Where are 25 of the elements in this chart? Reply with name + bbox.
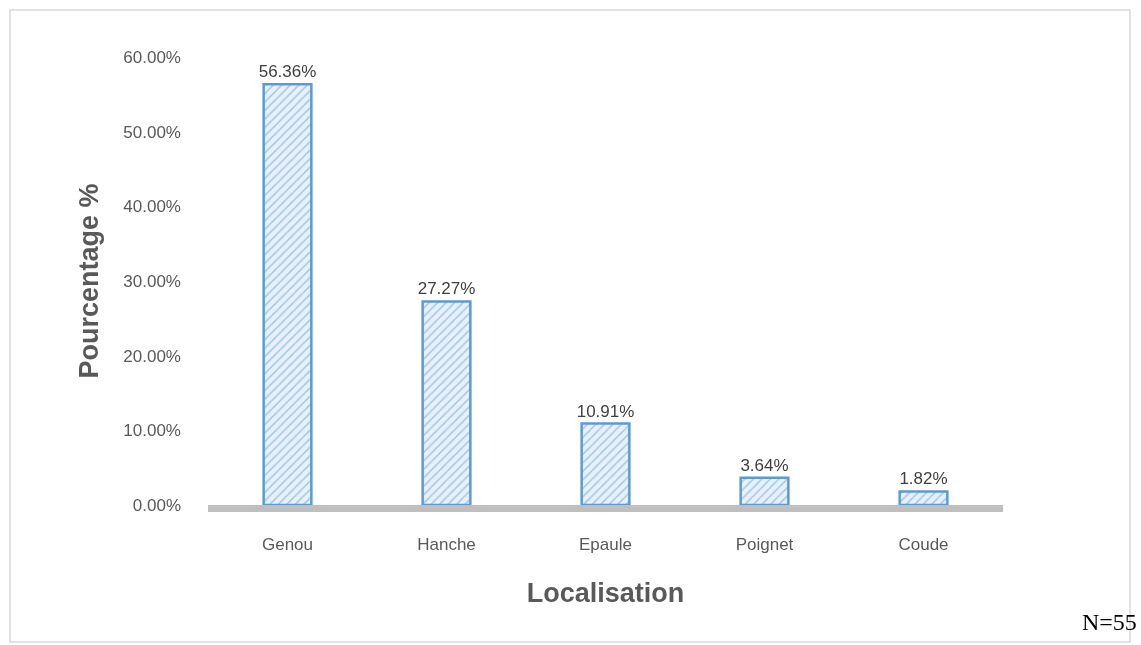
data-label: 3.64% [740,455,789,475]
y-tick-label: 10.00% [123,421,181,441]
y-tick-label: 60.00% [123,47,181,67]
bar [262,82,313,505]
y-tick-label: 30.00% [123,271,181,291]
y-tick-label: 50.00% [123,122,181,142]
data-label: 56.36% [258,62,317,82]
x-tick-label: Coude [898,535,949,555]
y-axis-title: Pourcentage % [74,183,105,379]
data-label: 27.27% [417,279,476,299]
y-tick-label: 0.00% [132,495,181,515]
x-tick-label: Genou [261,535,314,555]
x-axis-title: Localisation [526,577,685,608]
bar [421,300,472,505]
text: N=55 [1082,609,1137,635]
data-label: 10.91% [576,401,635,421]
x-tick-label: Epaule [579,535,632,555]
data-label: 1.82% [899,469,948,489]
bar [580,422,631,505]
x-tick-label: Hanche [417,535,476,555]
y-tick-label: 20.00% [123,346,181,366]
bar [739,476,790,505]
y-tick-label: 40.00% [123,197,181,217]
bar [898,490,949,505]
x-tick-label: Poignet [735,535,794,555]
